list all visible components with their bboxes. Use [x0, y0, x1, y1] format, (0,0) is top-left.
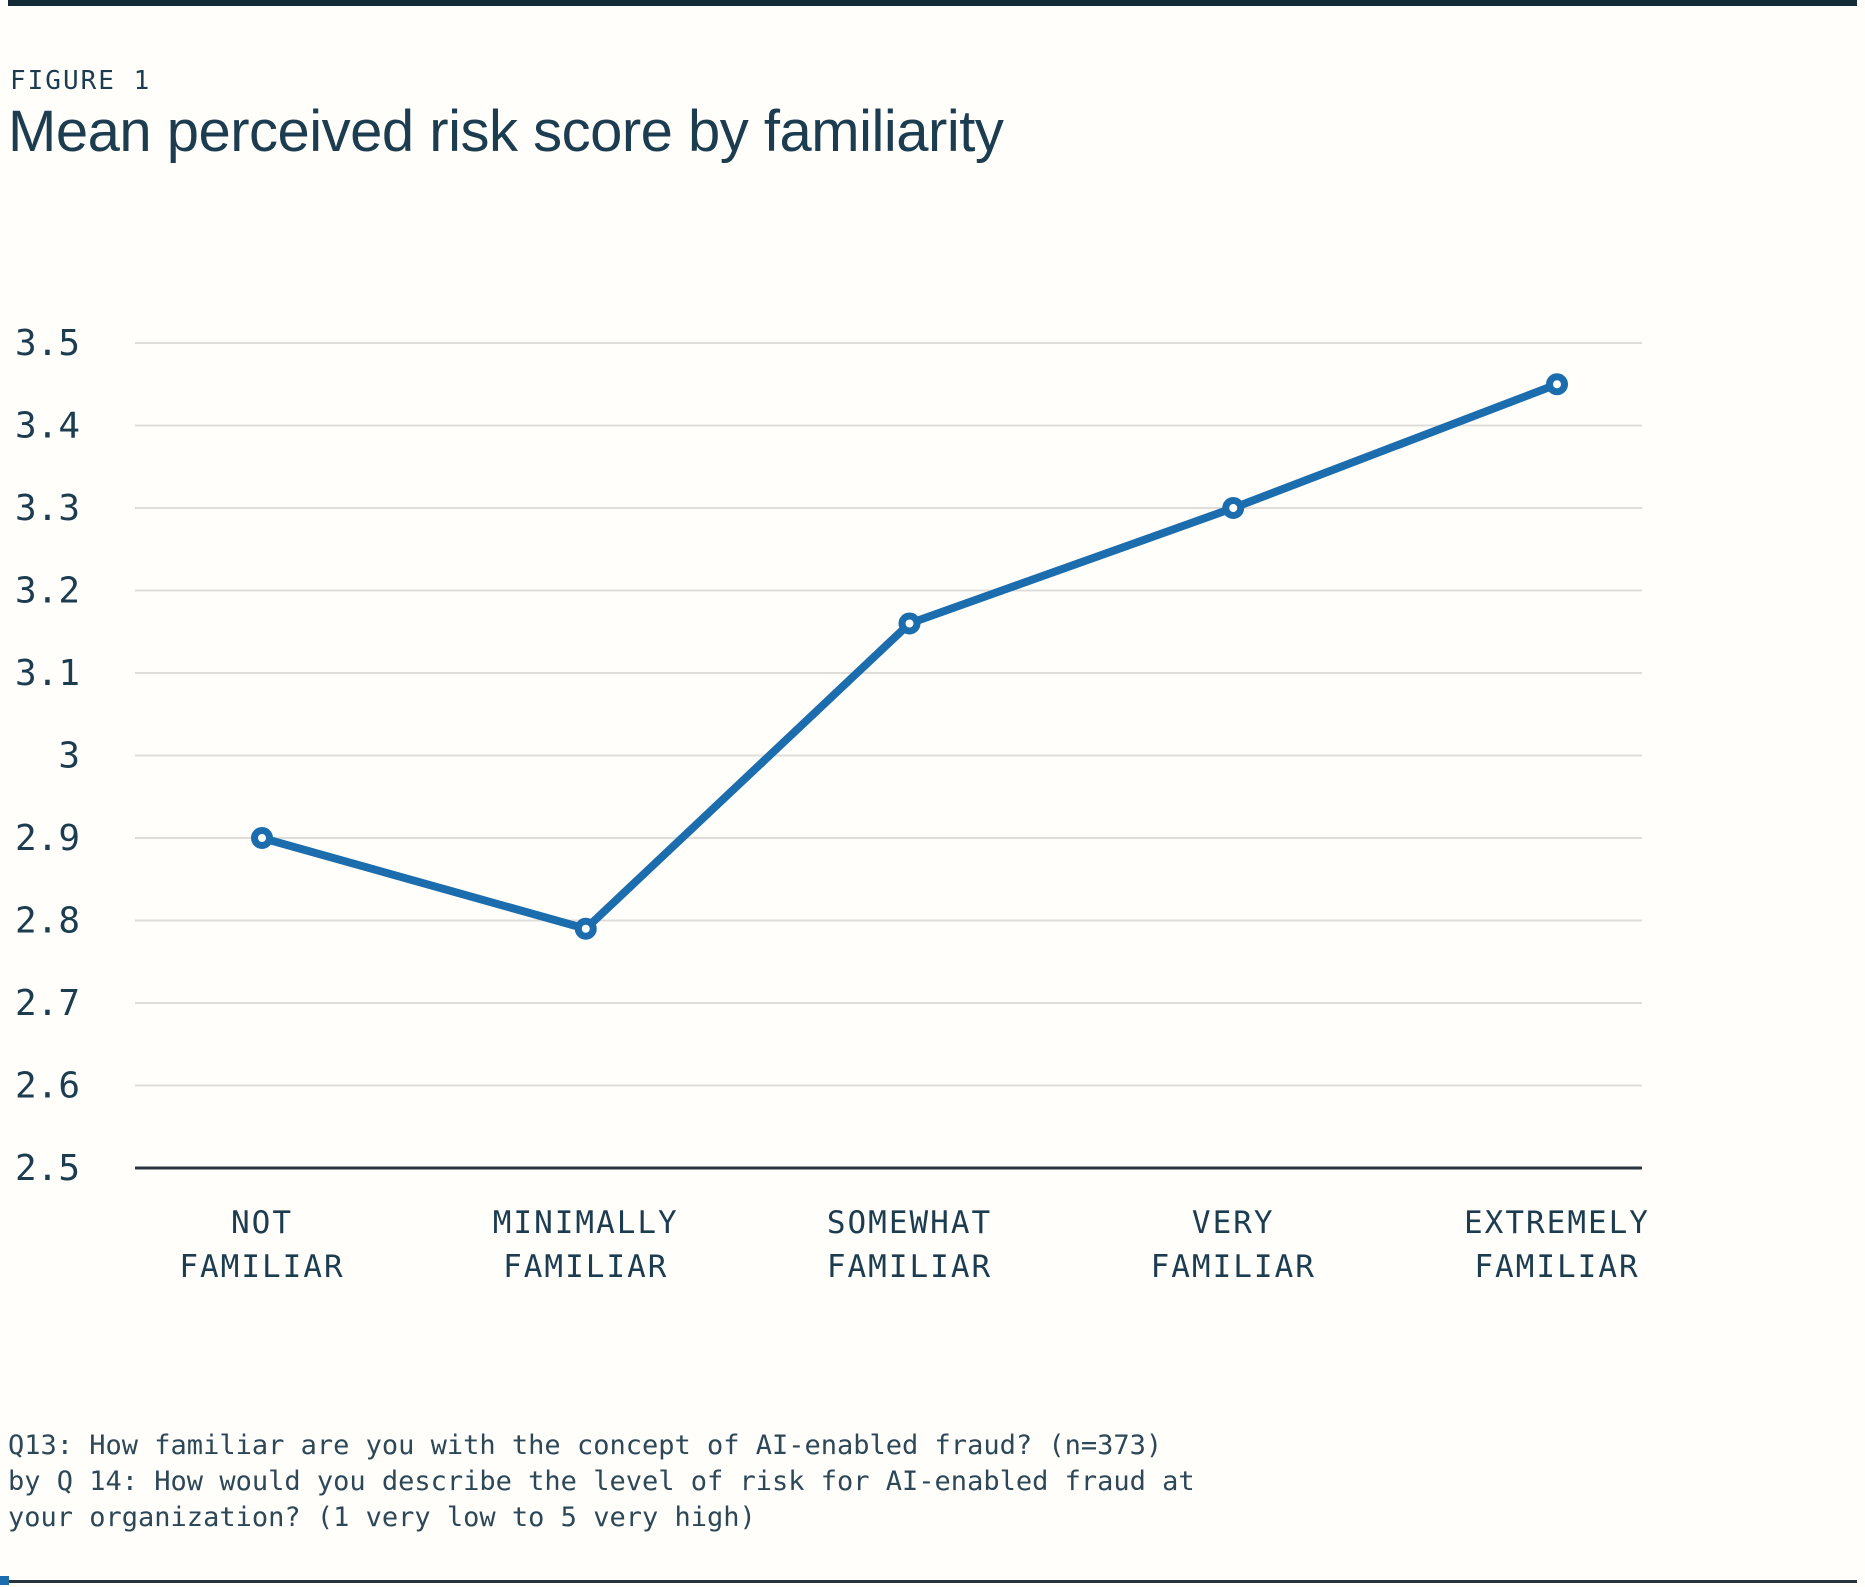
x-category-label: FAMILIAR	[1474, 1249, 1639, 1285]
data-point-marker	[1546, 373, 1568, 396]
x-category-label: MINIMALLY	[493, 1205, 679, 1241]
footnote-line: your organization? (1 very low to 5 very…	[8, 1502, 756, 1533]
y-tick-label: 3.4	[15, 406, 80, 447]
top-rule	[8, 0, 1857, 6]
y-tick-label: 3.3	[15, 488, 80, 529]
x-category-label: FAMILIAR	[503, 1249, 668, 1285]
x-category-label: SOMEWHAT	[827, 1205, 992, 1241]
series-line	[258, 380, 1561, 933]
y-tick-label: 2.7	[15, 983, 80, 1024]
x-category-label: VERY	[1192, 1205, 1275, 1241]
footnote-line: by Q 14: How would you describe the leve…	[8, 1466, 1195, 1497]
data-point-marker	[251, 827, 273, 849]
x-category-label: FAMILIAR	[1151, 1249, 1316, 1285]
y-tick-label: 2.5	[15, 1148, 80, 1189]
figure-label: FIGURE 1	[10, 66, 152, 96]
data-point-marker	[1222, 497, 1245, 519]
data-point-marker	[574, 917, 597, 940]
chart-title: Mean perceived risk score by familiarity	[8, 99, 1004, 164]
x-category-label: NOT	[231, 1205, 293, 1241]
y-tick-label: 2.8	[15, 901, 80, 942]
y-tick-label: 3.2	[15, 571, 80, 612]
bottom-rule-accent	[0, 1576, 9, 1585]
y-tick-label: 2.6	[15, 1066, 80, 1107]
chart-footnote: Q13: How familiar are you with the conce…	[8, 1428, 1408, 1536]
footnote-line: Q13: How familiar are you with the conce…	[8, 1430, 1163, 1461]
x-category-label: FAMILIAR	[179, 1249, 344, 1285]
x-category-label: FAMILIAR	[827, 1249, 992, 1285]
y-tick-label: 3.5	[15, 323, 80, 364]
y-tick-label: 3	[58, 736, 80, 777]
data-point-marker	[898, 612, 921, 635]
x-category-label: EXTREMELY	[1464, 1205, 1650, 1241]
y-tick-label: 2.9	[15, 818, 80, 859]
bottom-rule	[8, 1580, 1857, 1583]
y-tick-label: 3.1	[15, 653, 80, 694]
